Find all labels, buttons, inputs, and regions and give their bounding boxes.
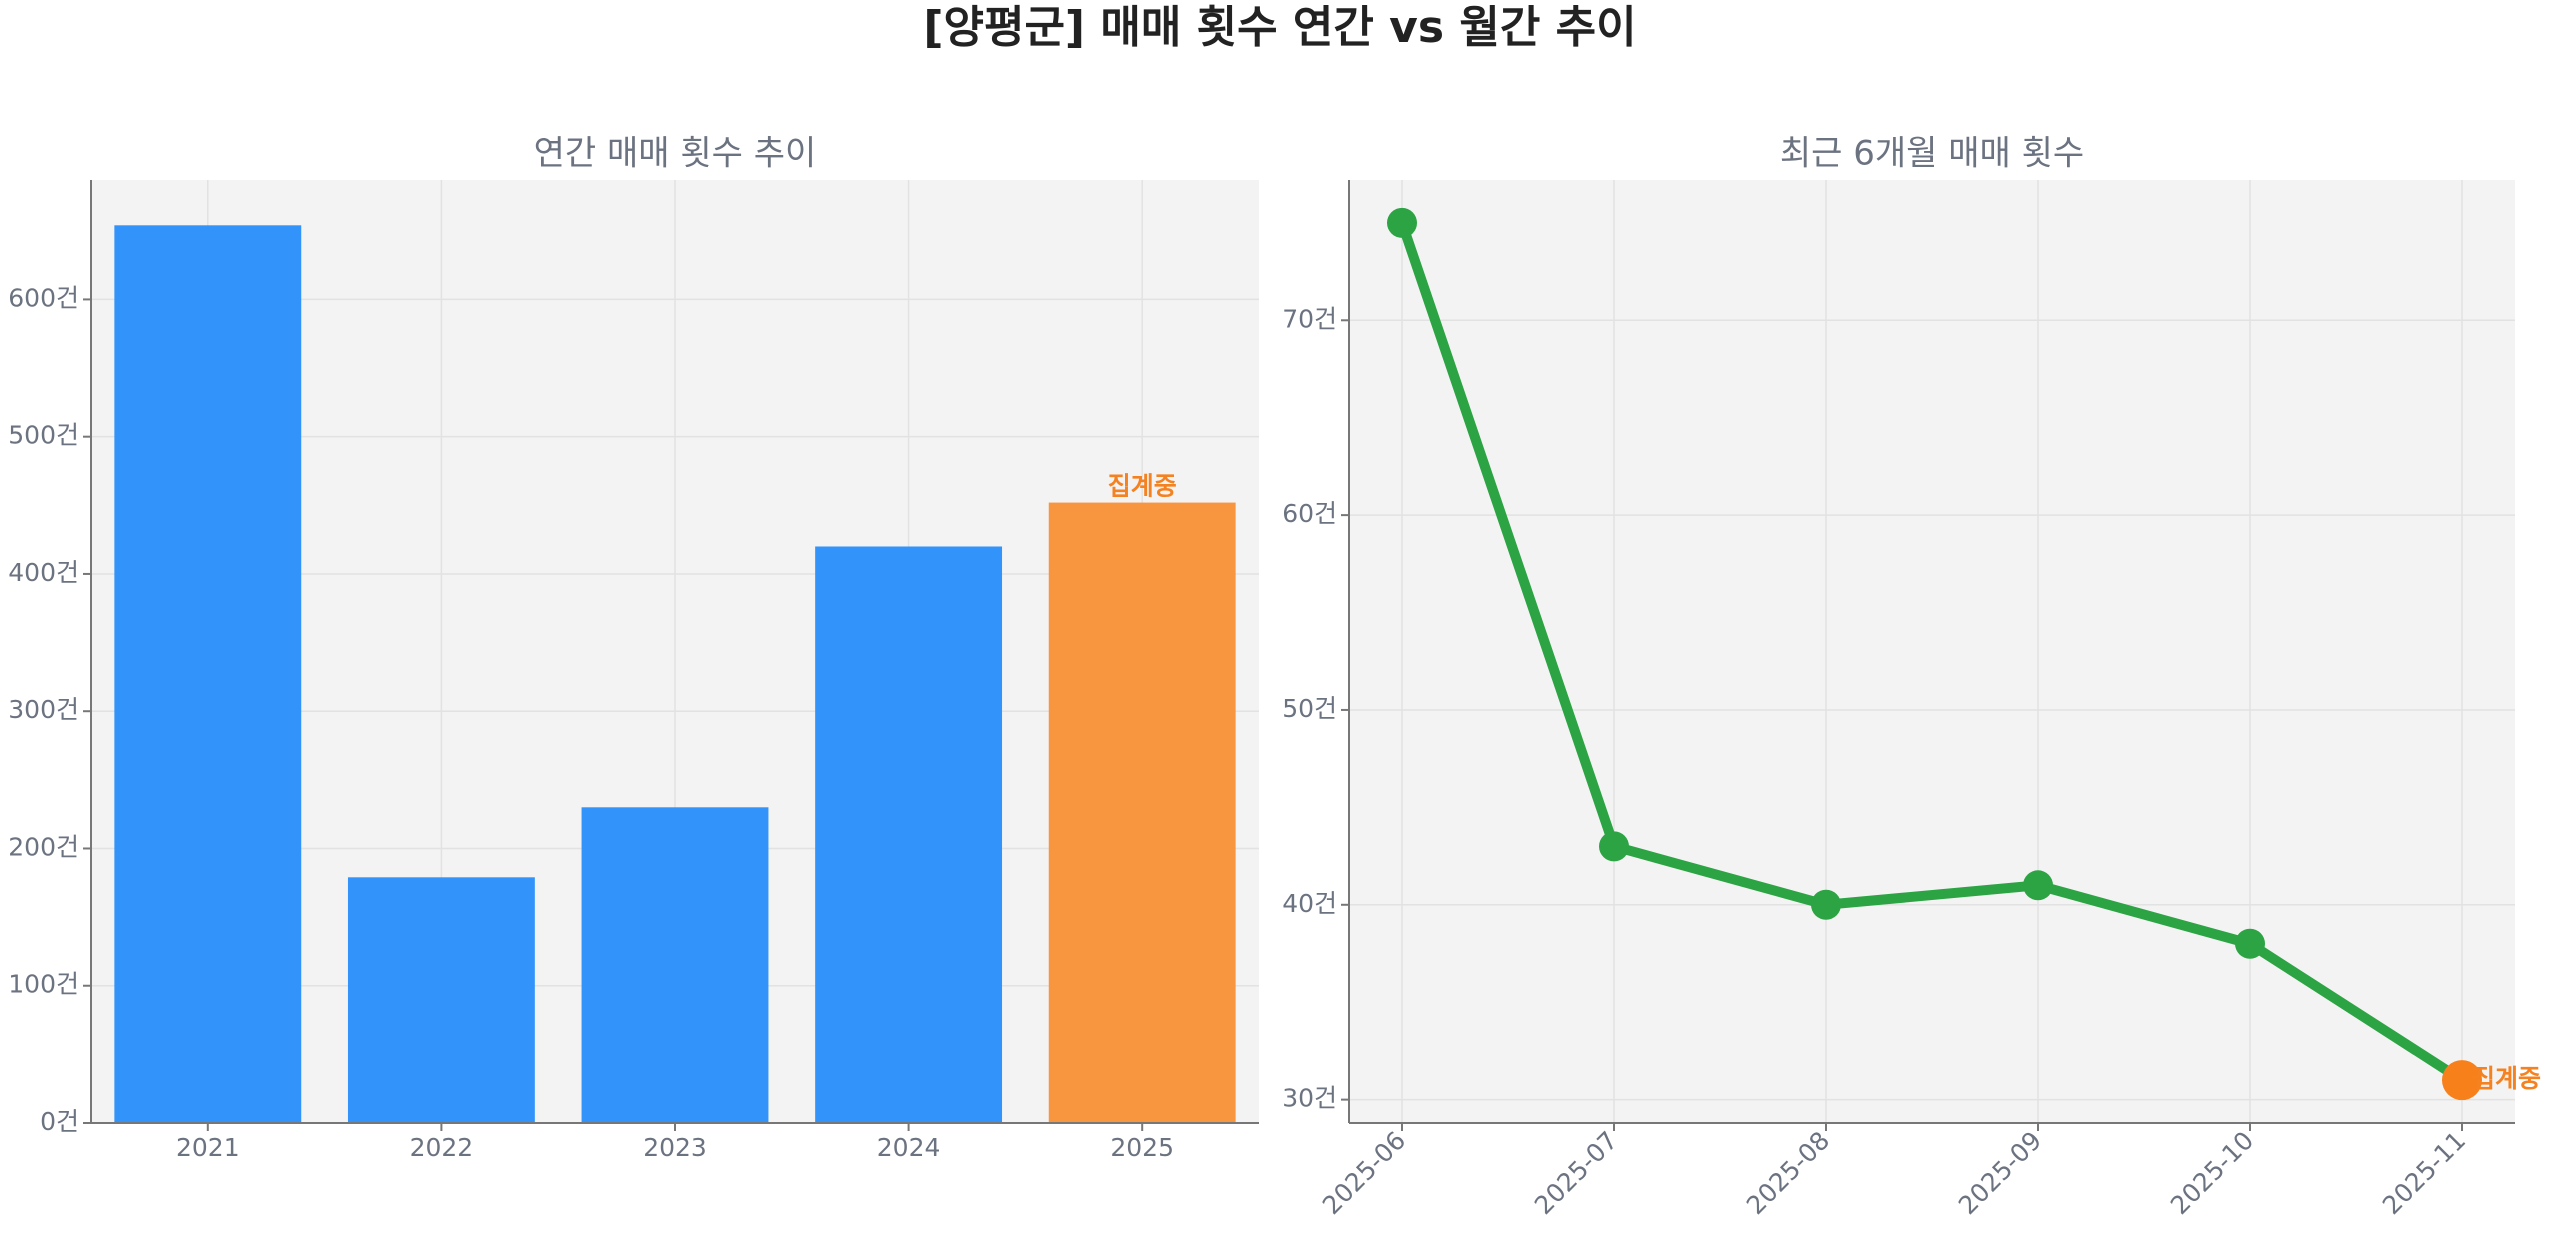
bar: [1048, 502, 1236, 1123]
y-tick-label: 60건: [1282, 499, 1337, 528]
x-tick-label: 2025: [1110, 1133, 1174, 1162]
bar: [114, 225, 302, 1123]
y-tick-label: 100건: [8, 970, 79, 999]
annotation: 집계중: [2472, 1064, 2541, 1093]
figure-title: [양평군] 매매 횟수 연간 vs 월간 추이: [923, 2, 1636, 53]
y-tick-label: 600건: [8, 283, 79, 312]
plot-area: [1349, 180, 2515, 1123]
bar: [815, 546, 1003, 1123]
y-tick-label: 0건: [40, 1107, 79, 1136]
point: [1599, 831, 1629, 862]
x-tick-label: 2023: [643, 1133, 707, 1162]
point: [2442, 1060, 2482, 1101]
y-tick-label: 40건: [1282, 889, 1337, 918]
bar: [581, 807, 769, 1123]
x-tick-label: 2021: [176, 1133, 240, 1162]
point: [2235, 928, 2265, 959]
x-tick-label: 2025-06: [1317, 1126, 1411, 1220]
point: [1811, 889, 1841, 920]
line: [1397, 221, 2465, 1085]
y-tick-label: 200건: [8, 832, 79, 861]
x-tick-label: 2022: [410, 1133, 474, 1162]
y-tick-label: 400건: [8, 558, 79, 587]
x-tick-label: 2024: [877, 1133, 941, 1162]
x-tick-label: 2025-10: [2165, 1126, 2259, 1220]
annotation: 집계중: [1108, 472, 1177, 501]
bar: [347, 877, 535, 1123]
y-tick-label: 30건: [1282, 1084, 1337, 1113]
x-tick-label: 2025-11: [2377, 1126, 2471, 1220]
point: [2023, 870, 2053, 901]
y-tick-label: 70건: [1282, 304, 1337, 333]
x-tick-label: 2025-07: [1529, 1126, 1623, 1220]
point: [1387, 207, 1417, 238]
x-tick-label: 2025-08: [1741, 1126, 1835, 1220]
x-tick-label: 2025-09: [1953, 1126, 2047, 1220]
subplot-title: 최근 6개월 매매 횟수: [1780, 134, 2084, 174]
y-tick-label: 300건: [8, 695, 79, 724]
y-tick-label: 500건: [8, 421, 79, 450]
subplot-title: 연간 매매 횟수 추이: [534, 134, 817, 174]
y-tick-label: 50건: [1282, 694, 1337, 723]
